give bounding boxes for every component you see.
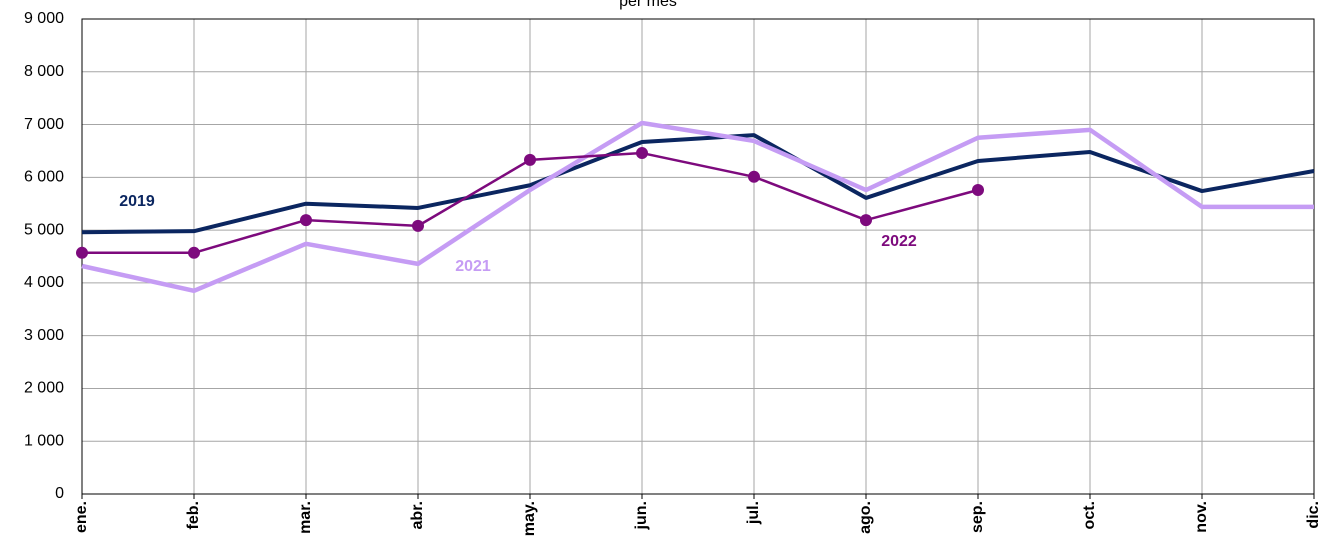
point	[860, 214, 872, 227]
series-label: 2022	[881, 233, 917, 250]
x-tick-label: sep.	[969, 501, 986, 533]
series-line	[81, 133, 1315, 235]
y-tick-label: 3 000	[24, 327, 64, 344]
point	[636, 147, 648, 160]
y-tick-label: 2 000	[24, 380, 64, 397]
x-tick-label: jul.	[745, 501, 762, 525]
x-tick-label: may.	[521, 501, 538, 536]
x-tick-label: abr.	[409, 501, 426, 529]
chart-title: per mes	[619, 0, 677, 10]
series-label: 2019	[119, 193, 155, 210]
point	[748, 170, 760, 183]
x-tick-label: oct.	[1081, 501, 1098, 529]
y-tick-label: 7 000	[24, 116, 64, 133]
point	[300, 214, 312, 227]
x-tick-label: ene.	[73, 501, 90, 533]
series-line	[81, 120, 1314, 294]
y-tick-label: 9 000	[24, 10, 64, 27]
series-label: 2021	[455, 258, 491, 275]
point	[524, 153, 536, 166]
x-tick-label: jun.	[633, 501, 650, 530]
x-tick-label: nov.	[1193, 501, 1210, 533]
plot-border	[81, 18, 1315, 495]
point	[188, 246, 200, 259]
y-tick-label: 8 000	[24, 63, 64, 80]
point	[412, 219, 424, 232]
point	[972, 184, 984, 196]
y-tick-label: 4 000	[24, 274, 64, 291]
point	[76, 246, 88, 259]
y-tick-label: 6 000	[24, 169, 64, 186]
y-tick-label: 5 000	[24, 221, 64, 238]
y-tick-label: 0	[55, 485, 64, 502]
x-tick-label: mar.	[297, 501, 314, 534]
x-tick-label: feb.	[185, 501, 202, 529]
y-tick-label: 1 000	[24, 432, 64, 449]
x-tick-label: ago.	[857, 501, 874, 534]
x-tick-label: dic.	[1305, 501, 1322, 529]
